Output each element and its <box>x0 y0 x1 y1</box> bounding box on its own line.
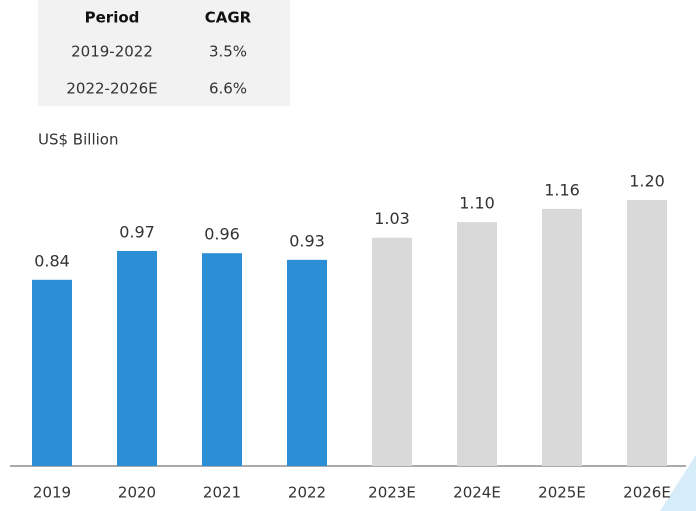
value-label: 0.97 <box>119 222 155 241</box>
value-label: 1.03 <box>374 209 410 228</box>
value-label: 1.16 <box>544 180 580 199</box>
y-axis-label: US$ Billion <box>38 131 118 149</box>
bar <box>32 279 72 466</box>
bar <box>287 259 327 466</box>
table-header: Period <box>85 9 140 27</box>
table-background <box>38 0 290 106</box>
x-tick-label: 2019 <box>33 484 71 502</box>
bar <box>372 237 412 466</box>
table-cell: 3.5% <box>209 43 247 61</box>
corner-decoration <box>660 455 696 511</box>
value-label: 0.96 <box>204 225 240 244</box>
x-tick-label: 2025E <box>538 484 586 502</box>
value-label: 0.93 <box>289 231 325 250</box>
bar <box>117 250 157 466</box>
x-tick-label: 2024E <box>453 484 501 502</box>
x-tick-label: 2023E <box>368 484 416 502</box>
value-label: 1.10 <box>459 194 495 213</box>
value-label: 0.84 <box>34 251 70 270</box>
x-tick-label: 2021 <box>203 484 241 502</box>
x-tick-label: 2020 <box>118 484 156 502</box>
x-tick-label: 2022 <box>288 484 326 502</box>
table-cell: 6.6% <box>209 80 247 98</box>
bar <box>627 200 667 466</box>
x-tick-label: 2026E <box>623 484 671 502</box>
bar <box>202 253 242 466</box>
table-cell: 2019-2022 <box>71 43 153 61</box>
value-label: 1.20 <box>629 172 665 191</box>
table-header: CAGR <box>205 9 252 27</box>
table-cell: 2022-2026E <box>66 80 157 98</box>
bar <box>542 208 582 466</box>
bar <box>457 222 497 466</box>
